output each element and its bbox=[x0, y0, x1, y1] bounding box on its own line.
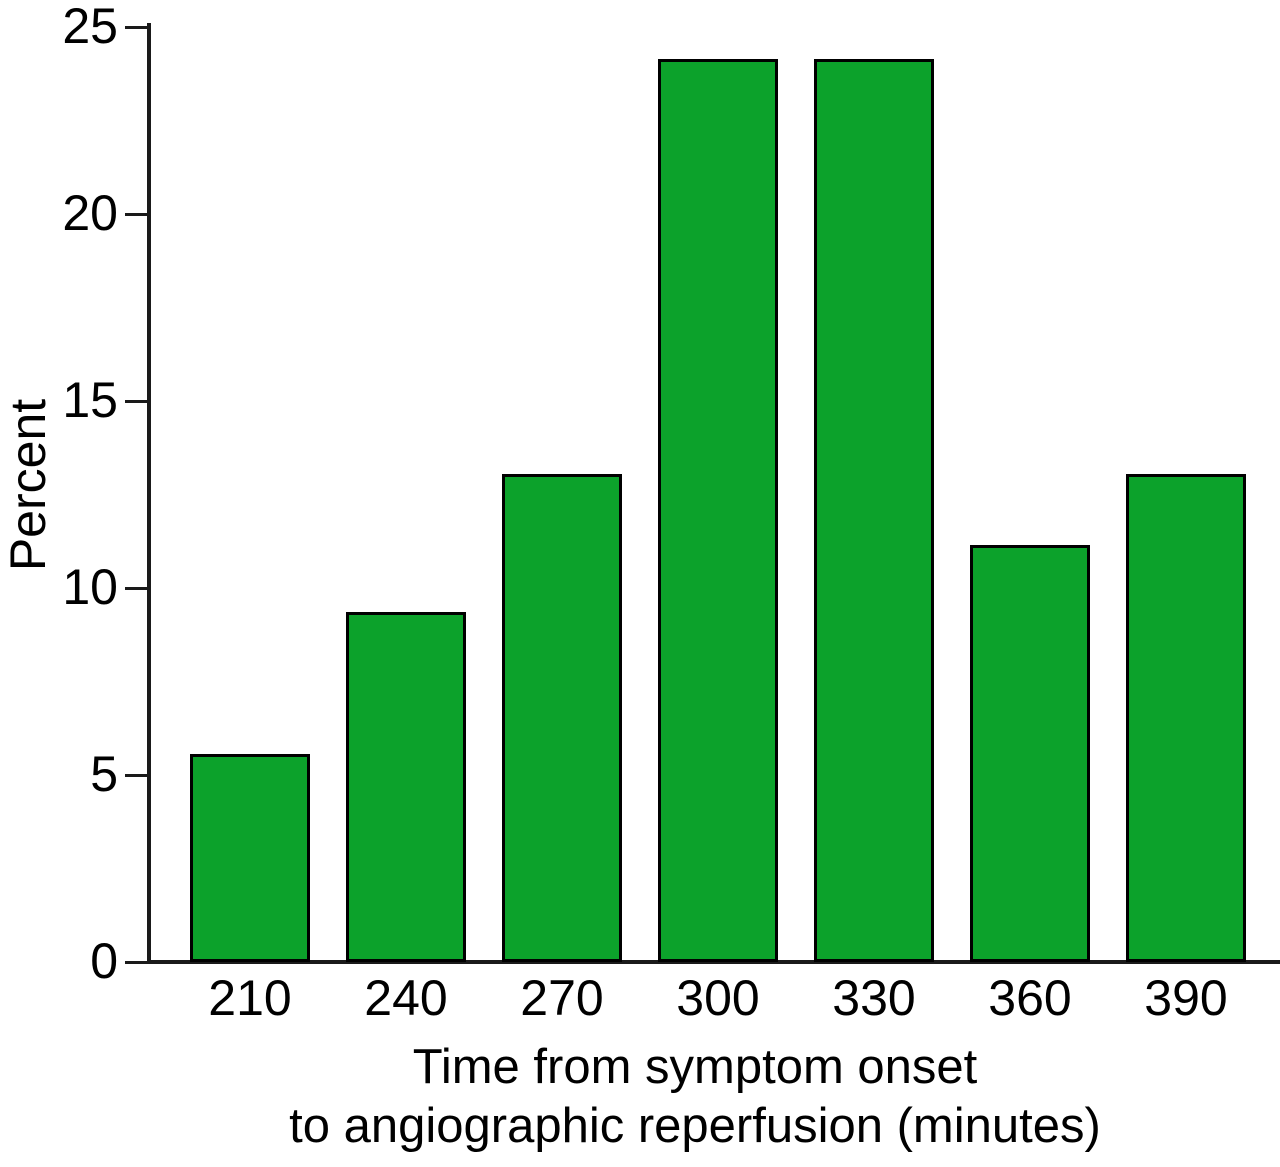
y-tick-mark-25 bbox=[125, 26, 147, 29]
y-tick-mark-0 bbox=[125, 961, 147, 964]
x-tick-label-360: 360 bbox=[988, 970, 1072, 1026]
x-tick-label-270: 270 bbox=[520, 970, 604, 1026]
y-tick-mark-10 bbox=[125, 587, 147, 590]
bar-390 bbox=[1126, 474, 1246, 962]
bar-360 bbox=[970, 545, 1090, 962]
y-tick-label-0: 0 bbox=[90, 933, 118, 989]
x-axis-title-line-1: Time from symptom onset bbox=[412, 1040, 978, 1094]
x-axis-title: Time from symptom onset to angiographic … bbox=[130, 1038, 1260, 1156]
y-tick-mark-5 bbox=[125, 774, 147, 777]
x-tick-label-330: 330 bbox=[832, 970, 916, 1026]
bar-210 bbox=[190, 754, 310, 962]
x-tick-label-390: 390 bbox=[1144, 970, 1228, 1026]
y-axis-line bbox=[147, 23, 151, 964]
x-axis-title-line-2: to angiographic reperfusion (minutes) bbox=[289, 1099, 1101, 1153]
x-tick-label-300: 300 bbox=[676, 970, 760, 1026]
y-tick-label-20: 20 bbox=[62, 185, 118, 241]
y-tick-mark-20 bbox=[125, 213, 147, 216]
x-tick-label-240: 240 bbox=[364, 970, 448, 1026]
y-tick-label-15: 15 bbox=[62, 372, 118, 428]
y-tick-label-5: 5 bbox=[90, 746, 118, 802]
x-tick-label-210: 210 bbox=[208, 970, 292, 1026]
x-axis-line bbox=[147, 960, 1280, 964]
y-tick-mark-15 bbox=[125, 400, 147, 403]
bar-300 bbox=[658, 59, 778, 962]
bar-240 bbox=[346, 612, 466, 962]
y-tick-label-25: 25 bbox=[62, 0, 118, 54]
y-tick-label-10: 10 bbox=[62, 559, 118, 615]
bar-270 bbox=[502, 474, 622, 962]
bar-330 bbox=[814, 59, 934, 962]
